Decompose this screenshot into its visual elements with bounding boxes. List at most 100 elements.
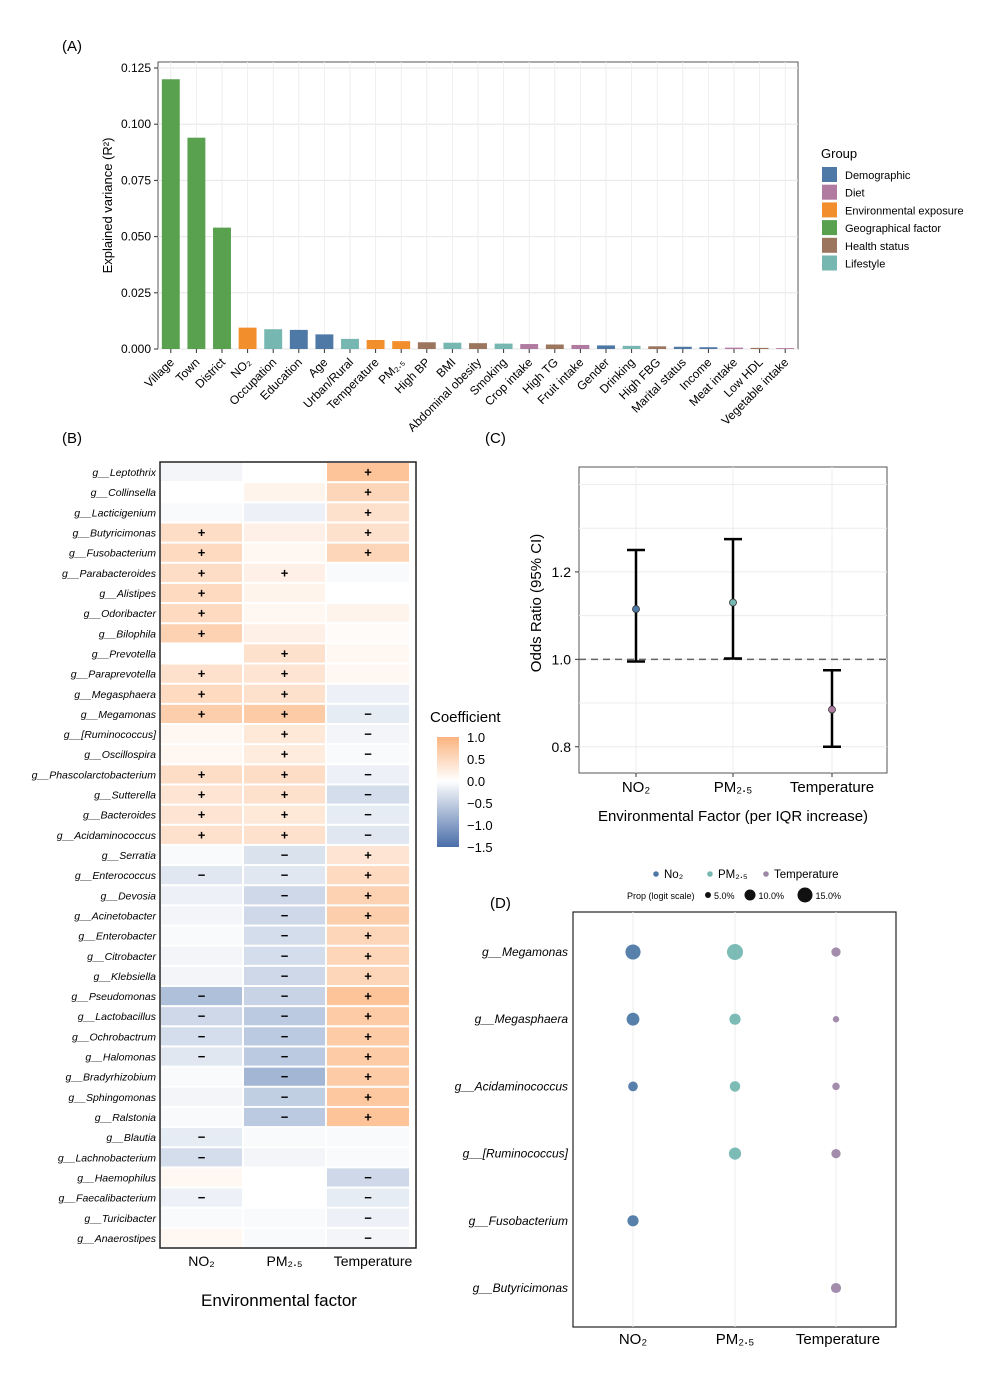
legend-label: Geographical factor [845,223,941,235]
cell-sign: − [281,1009,289,1024]
heatmap-cell [327,684,409,703]
cell-sign: − [364,1230,372,1245]
bar [776,348,795,349]
cell-sign: − [198,1130,206,1145]
y-axis-title: Odds Ratio (95% CI) [528,534,545,672]
color-bar-label: 0.5 [467,752,485,767]
bar [264,329,283,349]
y-tick-label: 0.000 [121,342,151,356]
heatmap-cell [244,1128,325,1147]
bar [392,341,411,349]
cell-sign: + [364,968,372,983]
bubble [628,1081,638,1092]
cell-sign: + [281,686,289,701]
cell-sign: + [364,928,372,943]
heatmap-cell [161,866,242,885]
cell-sign: + [281,827,289,842]
cell-sign: + [281,787,289,802]
heatmap-cell [244,563,325,582]
column-label: Temperature [334,1253,413,1269]
heatmap-cell [244,1107,325,1127]
row-label: g__Serratia [102,850,156,862]
row-label: g__Lachnobacterium [58,1152,156,1164]
legend-swatch [822,237,837,253]
row-label: g__Fusobacterium [69,548,156,560]
legend-marker [707,871,713,877]
heatmap-cell [161,1188,242,1207]
heatmap-cell [244,644,325,663]
bar [622,345,641,349]
row-label: g__Butyricimonas [73,528,157,540]
heatmap-cell [161,563,242,582]
row-label: g__Collinsella [91,487,157,499]
bar [725,347,743,349]
heatmap-cell [327,1047,409,1066]
bar [648,346,667,349]
row-label: g__Lacticigenium [74,507,156,519]
cell-sign: + [198,545,206,560]
heatmap-cell [244,483,325,502]
legend-swatch [822,184,837,200]
heatmap-cell [327,463,409,482]
cell-sign: + [281,747,289,762]
heatmap-cell [327,503,409,522]
bubble [626,1012,640,1026]
cell-sign: + [281,666,289,681]
legend-label: Lifestyle [845,259,885,271]
heatmap-cell [161,523,242,542]
legend-swatch [822,167,837,182]
cell-sign: − [364,767,372,782]
row-label: g__Sphingomonas [68,1092,156,1104]
legend-title: Group [821,146,857,161]
cell-sign: − [281,1069,289,1084]
heatmap-cell [161,684,242,703]
heatmap-cell [161,1228,242,1247]
heatmap-cell [244,725,325,744]
column-label: PM₂.₅ [267,1253,303,1269]
row-label: g__Bilophila [99,628,156,640]
bar [520,344,539,349]
heatmap-cell [161,1007,242,1026]
bubble [728,1147,742,1160]
heatmap-cell [244,1228,325,1247]
cell-sign: + [364,848,372,863]
heatmap-cell [327,1188,409,1207]
heatmap-cell [327,583,409,603]
row-label: g__Enterobacter [78,931,156,943]
cell-sign: + [364,908,372,923]
heatmap-cell [244,785,325,804]
heatmap-cell [161,1087,242,1106]
legend-title: Coefficient [430,709,501,726]
heatmap-cell [244,543,325,562]
cell-sign: + [364,1049,372,1064]
x-tick-label: Temperature [790,779,874,796]
bubble [832,1082,840,1091]
cell-sign: − [364,827,372,842]
size-legend-label: 10.0% [759,891,785,901]
cell-sign: − [281,1110,289,1125]
heatmap-cell [327,1148,409,1167]
heatmap-cell [327,1128,409,1147]
heatmap-cell [244,704,325,723]
y-tick-label: 0.125 [121,61,151,75]
heatmap-cell [161,604,242,623]
bar [213,227,231,349]
heatmap-cell [244,926,325,945]
heatmap-cell [327,745,409,764]
heatmap-cell [244,1087,325,1106]
heatmap-cell [244,1047,325,1066]
heatmap-cell [161,644,242,663]
heatmap-cell [327,926,409,945]
row-label: g__Faecalibacterium [59,1193,157,1205]
heatmap-cell [327,987,409,1006]
heatmap-cell [161,664,242,683]
cell-sign: + [364,1029,372,1044]
heatmap-cell [161,966,242,985]
legend-label: Temperature [774,869,839,881]
row-label: g__[Ruminococcus] [463,1147,569,1161]
panel-c: (C) 0.8 1.0 1.2 NO₂ PM₂.₅ Temperature Odds Rati… [485,430,888,825]
color-bar [437,737,459,847]
heatmap-cell [244,1027,325,1046]
heatmap-cell [244,1067,325,1086]
